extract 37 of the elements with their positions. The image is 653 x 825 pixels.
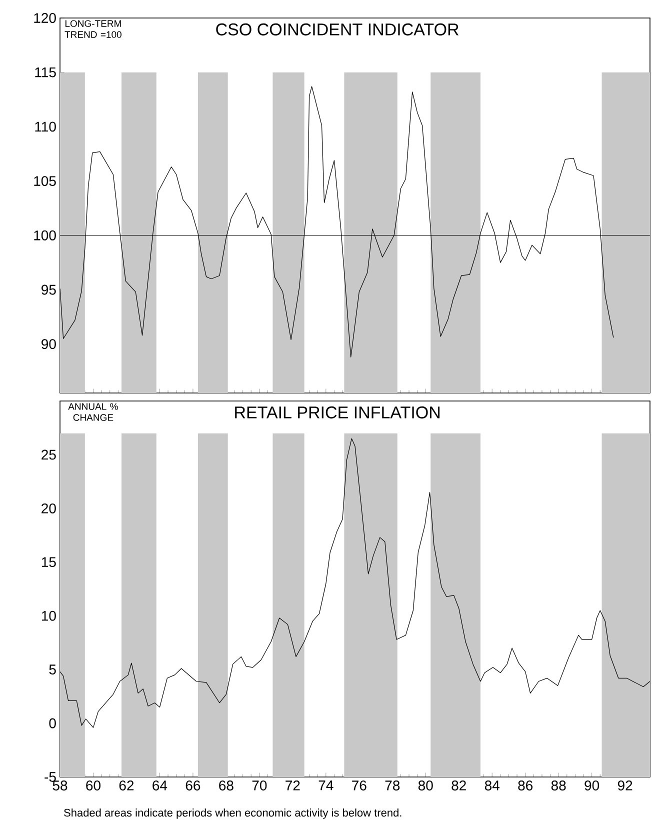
x-tick-label: 70 <box>252 780 267 790</box>
x-tick-label: 60 <box>86 780 100 790</box>
y-tick-label: 25 <box>42 450 56 460</box>
x-tick-label: 80 <box>418 780 433 790</box>
y-tick-label: 20 <box>42 503 56 514</box>
x-tick-label: 78 <box>385 780 400 790</box>
chart-title: CSO COINCIDENT INDICATOR <box>216 23 459 36</box>
x-tick-label: 76 <box>352 780 366 790</box>
y-tick-label: 5 <box>49 664 56 674</box>
y-tick-label: 90 <box>42 339 56 350</box>
x-tick-label: 86 <box>518 780 533 790</box>
text: Shaded areas indicate periods when economic activity is below trend. <box>64 808 402 819</box>
x-tick-label: 58 <box>52 780 68 790</box>
y-tick-label: 15 <box>42 557 56 568</box>
x-tick-label: 92 <box>618 780 632 790</box>
chart-title: RETAIL PRICE INFLATION <box>235 406 440 418</box>
y-tick-label: 95 <box>42 284 56 295</box>
x-tick-label: 66 <box>186 780 200 790</box>
y-tick-label: 105 <box>34 176 56 186</box>
y-tick-label: 110 <box>35 122 56 132</box>
x-tick-label: 84 <box>484 780 500 790</box>
y-tick-label: 10 <box>42 610 56 621</box>
y-tick-label: -5 <box>44 772 56 782</box>
x-tick-label: 82 <box>452 780 466 790</box>
y-axis-title: LONG-TERM TREND =100 <box>64 20 122 38</box>
x-tick-label: 72 <box>286 780 300 790</box>
x-tick-label: 74 <box>318 780 334 790</box>
x-tick-label: 88 <box>551 780 566 790</box>
x-tick-label: 64 <box>152 780 168 790</box>
y-tick-label: 0 <box>49 718 56 728</box>
x-tick-label: 90 <box>584 780 600 790</box>
y-tick-label: 115 <box>35 67 56 78</box>
x-tick-label: 68 <box>219 780 234 790</box>
y-axis-title: ANNUAL % CHANGE <box>68 403 118 421</box>
y-tick-label: 100 <box>34 230 56 240</box>
x-tick-label: 62 <box>119 780 134 790</box>
y-tick-label: 120 <box>34 13 56 23</box>
